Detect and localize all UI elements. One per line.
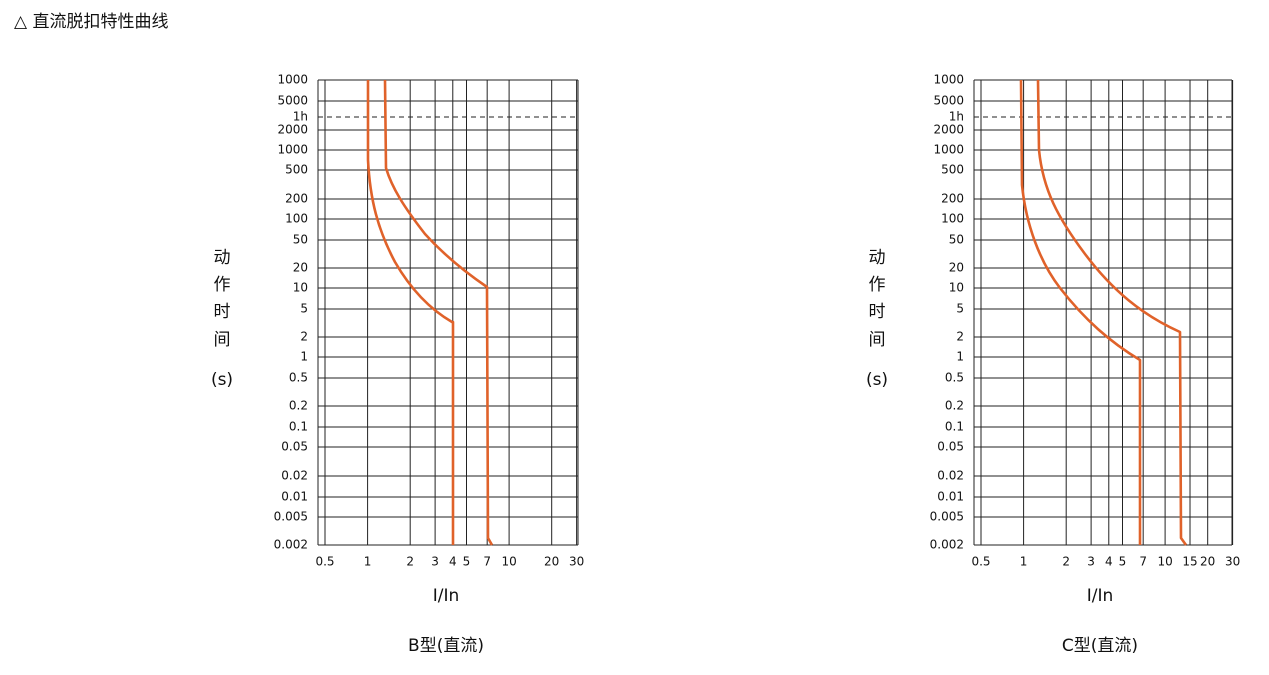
x-tick-label: 10 — [501, 555, 516, 569]
y-tick-label: 0.2 — [289, 399, 308, 413]
y-tick-label: 0.5 — [945, 371, 964, 385]
y-tick-label: 1000 — [933, 143, 964, 157]
y-tick-label: 2000 — [277, 123, 308, 137]
x-tick-label: 3 — [431, 555, 439, 569]
y-tick-label: 5000 — [933, 94, 964, 108]
y-axis-label: 动 — [214, 248, 231, 268]
y-tick-label: 5 — [956, 302, 964, 316]
y-tick-label: 1 — [300, 350, 308, 364]
y-tick-label: 0.05 — [937, 440, 964, 454]
y-tick-label: 2 — [956, 330, 964, 344]
x-tick-label: 7 — [483, 555, 491, 569]
y-tick-label: 200 — [941, 192, 964, 206]
chart-caption: C型(直流) — [1062, 636, 1138, 656]
y-tick-label: 100 — [941, 212, 964, 226]
y-tick-label: 0.2 — [945, 399, 964, 413]
chart-caption: B型(直流) — [408, 636, 484, 656]
page-title: △ 直流脱扣特性曲线 — [14, 12, 168, 32]
x-tick-label: 4 — [1105, 555, 1113, 569]
x-tick-label: 1 — [1020, 555, 1028, 569]
y-tick-label: 0.01 — [281, 490, 308, 504]
y-tick-label: 200 — [285, 192, 308, 206]
y-tick-label: 50 — [949, 233, 964, 247]
y-tick-label: 0.005 — [274, 510, 308, 524]
y-axis-label: 时 — [869, 302, 886, 322]
x-tick-label: 15 — [1182, 555, 1197, 569]
x-tick-label: 0.5 — [315, 555, 334, 569]
x-tick-label: 10 — [1157, 555, 1172, 569]
y-tick-label: 1000 — [277, 73, 308, 87]
y-axis-label: 间 — [869, 330, 886, 350]
y-axis-label: 动 — [869, 248, 886, 268]
y-tick-label: 1000 — [933, 73, 964, 87]
x-tick-label: 5 — [1119, 555, 1127, 569]
y-tick-label: 500 — [941, 163, 964, 177]
y-tick-label: 2 — [300, 330, 308, 344]
trip-curve — [383, 79, 494, 546]
y-tick-label: 1000 — [277, 143, 308, 157]
x-tick-label: 20 — [544, 555, 559, 569]
y-tick-label: 0.02 — [281, 469, 308, 483]
x-tick-label: 30 — [1225, 555, 1240, 569]
y-tick-label: 0.02 — [937, 469, 964, 483]
y-tick-label: 0.002 — [930, 538, 964, 552]
x-tick-label: 30 — [569, 555, 584, 569]
x-tick-label: 2 — [406, 555, 414, 569]
y-tick-label: 100 — [285, 212, 308, 226]
y-tick-label: 0.1 — [289, 420, 308, 434]
y-tick-label: 0.05 — [281, 440, 308, 454]
y-tick-label: 10 — [949, 281, 964, 295]
x-tick-label: 4 — [449, 555, 457, 569]
y-tick-label: 0.1 — [945, 420, 964, 434]
x-axis-label: I/In — [1087, 586, 1114, 606]
y-axis-label: 时 — [214, 302, 231, 322]
x-tick-label: 7 — [1139, 555, 1147, 569]
y-tick-label: 10 — [293, 281, 308, 295]
y-tick-label: 500 — [285, 163, 308, 177]
x-tick-label: 0.5 — [971, 555, 990, 569]
y-axis-label: 作 — [869, 275, 886, 295]
y-tick-label: 0.005 — [930, 510, 964, 524]
y-axis-label: 间 — [214, 330, 231, 350]
y-tick-label: 20 — [293, 261, 308, 275]
trip-curve — [1036, 79, 1188, 546]
y-tick-label: 5 — [300, 302, 308, 316]
y-tick-label: 1h — [949, 110, 964, 124]
y-tick-label: 1h — [293, 110, 308, 124]
x-tick-label: 5 — [463, 555, 471, 569]
trip-curve — [366, 80, 455, 545]
x-tick-label: 1 — [364, 555, 372, 569]
y-axis-label: (s) — [211, 370, 233, 390]
y-tick-label: 0.01 — [937, 490, 964, 504]
y-tick-label: 0.002 — [274, 538, 308, 552]
x-axis-label: I/In — [433, 586, 460, 606]
y-tick-label: 1 — [956, 350, 964, 364]
y-tick-label: 20 — [949, 261, 964, 275]
y-tick-label: 5000 — [277, 94, 308, 108]
y-tick-label: 50 — [293, 233, 308, 247]
y-axis-label: (s) — [866, 370, 888, 390]
trip-curve — [1019, 79, 1142, 545]
y-tick-label: 0.5 — [289, 371, 308, 385]
y-axis-label: 作 — [214, 275, 231, 295]
x-tick-label: 20 — [1200, 555, 1215, 569]
y-tick-label: 2000 — [933, 123, 964, 137]
x-tick-label: 2 — [1062, 555, 1070, 569]
x-tick-label: 3 — [1087, 555, 1095, 569]
